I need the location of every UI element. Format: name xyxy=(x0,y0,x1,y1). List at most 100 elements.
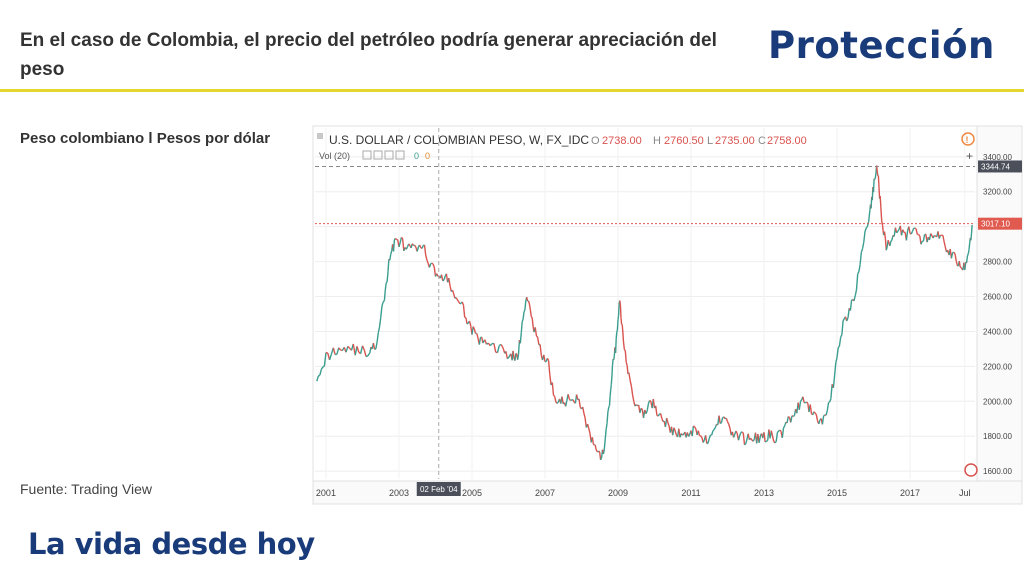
series-segment-down xyxy=(630,386,634,395)
time-scale[interactable] xyxy=(312,480,1023,505)
series-segment-down xyxy=(462,305,466,318)
series-segment-up xyxy=(853,295,856,302)
series-segment-up xyxy=(740,431,743,434)
series-segment-up xyxy=(377,326,381,333)
series-segment-up xyxy=(758,435,762,443)
series-segment-down xyxy=(629,380,633,387)
series-segment-down xyxy=(666,417,669,423)
series-segment-down xyxy=(954,253,957,262)
volume-label: Vol (20) xyxy=(319,151,350,161)
series-segment-up xyxy=(604,429,607,440)
x-tick-label: Jul xyxy=(959,488,971,498)
series-segment-up xyxy=(322,365,325,368)
series-segment-up xyxy=(516,354,520,360)
more-icon[interactable] xyxy=(395,150,405,160)
series-segment-up xyxy=(316,375,319,382)
series-segment-up xyxy=(323,352,327,367)
series-segment-down xyxy=(877,175,880,188)
series-segment-down xyxy=(515,352,518,355)
series-segment-down xyxy=(919,235,922,245)
series-segment-down xyxy=(692,425,696,428)
series-segment-up xyxy=(792,415,795,417)
series-segment-up xyxy=(872,178,875,193)
series-segment-down xyxy=(595,449,598,452)
eye-icon[interactable] xyxy=(362,150,372,160)
y-tick-label: 2000.00 xyxy=(983,397,1012,406)
ohlc-o-label: O xyxy=(591,135,600,147)
price-chart[interactable]: 3400.003200.003000.002800.002600.002400.… xyxy=(311,124,1024,506)
crosshair-price-tag xyxy=(978,160,1022,173)
series-segment-down xyxy=(747,433,751,440)
series-segment-down xyxy=(537,337,540,345)
series-segment-down xyxy=(619,300,622,305)
ohlc-h-label: H xyxy=(653,135,661,147)
series-segment-up xyxy=(610,384,612,390)
series-segment-up xyxy=(911,227,915,232)
ohlc-l-value: 2735.00 xyxy=(715,135,755,147)
series-segment-down xyxy=(561,396,564,405)
series-segment-up xyxy=(847,308,850,318)
series-segment-up xyxy=(616,319,619,331)
series-segment-down xyxy=(401,238,405,251)
series-segment-down xyxy=(814,412,817,415)
series-segment-up xyxy=(381,302,384,307)
series-segment-down xyxy=(549,374,552,386)
x-tick-label: 2009 xyxy=(608,488,628,498)
settings-icon[interactable] xyxy=(373,150,383,160)
collapse-icon[interactable] xyxy=(317,133,323,139)
series-segment-up xyxy=(861,241,865,249)
series-segment-down xyxy=(894,227,898,233)
series-segment-down xyxy=(763,432,766,443)
series-segment-down xyxy=(594,444,597,450)
series-segment-down xyxy=(572,399,575,403)
series-segment-down xyxy=(493,343,497,353)
series-segment-down xyxy=(340,349,343,352)
series-segment-down xyxy=(408,243,411,246)
series-segment-down xyxy=(539,344,542,356)
series-segment-down xyxy=(465,317,468,325)
alert-icon[interactable] xyxy=(961,132,975,146)
series-segment-up xyxy=(478,337,482,345)
series-segment-down xyxy=(461,301,465,306)
series-segment-up xyxy=(837,345,840,349)
series-segment-down xyxy=(621,324,624,333)
series-segment-down xyxy=(592,443,595,446)
symbol-title: U.S. DOLLAR / COLOMBIAN PESO, W, FX_IDC xyxy=(329,133,589,147)
source-note: Fuente: Trading View xyxy=(20,481,153,497)
series-segment-up xyxy=(851,298,854,301)
close-icon[interactable] xyxy=(384,150,394,160)
series-segment-down xyxy=(626,365,629,375)
series-segment-down xyxy=(418,244,422,249)
series-segment-up xyxy=(719,422,722,425)
series-segment-down xyxy=(876,171,879,176)
series-segment-up xyxy=(752,439,755,442)
series-segment-down xyxy=(505,351,508,359)
series-segment-up xyxy=(374,348,377,351)
series-segment-up xyxy=(607,406,610,413)
price-scale[interactable] xyxy=(976,125,1023,482)
y-tick-label: 2200.00 xyxy=(983,362,1012,371)
series-segment-up xyxy=(442,279,445,282)
x-tick-label: 2015 xyxy=(827,488,847,498)
ohlc-o-value: 2738.00 xyxy=(602,135,642,147)
series-segment-down xyxy=(582,406,585,414)
series-segment-up xyxy=(970,233,973,241)
scroll-to-latest-icon[interactable] xyxy=(964,463,978,477)
series-segment-down xyxy=(960,267,963,270)
x-tick-label: 2001 xyxy=(316,488,336,498)
series-segment-down xyxy=(411,243,415,246)
series-segment-down xyxy=(535,335,539,338)
series-segment-down xyxy=(750,437,753,441)
series-segment-up xyxy=(317,374,321,377)
series-segment-down xyxy=(813,411,816,414)
series-segment-up xyxy=(611,359,614,366)
series-segment-up xyxy=(519,332,522,344)
y-tick-label: 2600.00 xyxy=(983,293,1012,302)
series-segment-down xyxy=(770,430,774,437)
series-segment-up xyxy=(430,262,433,265)
y-tick-label: 1800.00 xyxy=(983,432,1012,441)
series-segment-up xyxy=(782,425,786,429)
series-segment-down xyxy=(361,345,365,351)
series-segment-up xyxy=(336,347,340,355)
series-segment-down xyxy=(578,398,581,408)
